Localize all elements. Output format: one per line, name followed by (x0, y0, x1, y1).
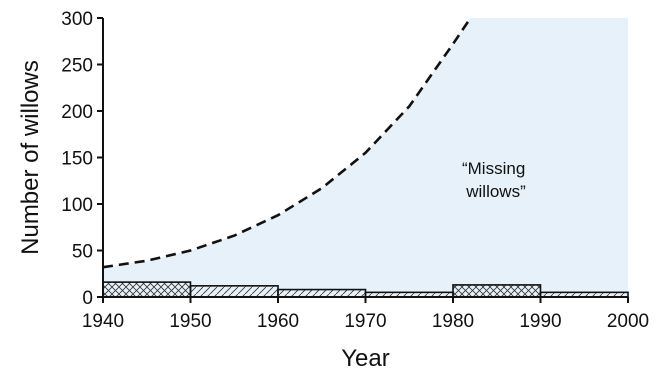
y-tick-label-100: 100 (61, 195, 93, 216)
y-tick-label-300: 300 (61, 9, 93, 30)
y-axis-label: Number of willows (17, 60, 44, 255)
annotation-line-2: willows” (465, 182, 526, 201)
y-tick-label-250: 250 (61, 56, 93, 77)
expected-willows-curve (102, 17, 472, 269)
y-tick-label-0: 0 (82, 288, 93, 309)
missing-willows-annotation: “Missing willows” (462, 159, 530, 201)
y-tick-label-50: 50 (72, 242, 93, 263)
bar-1940-1950 (102, 281, 192, 298)
bar-1980-1990 (452, 284, 542, 298)
y-tick-label-200: 200 (61, 102, 93, 123)
shaded-region (103, 18, 628, 297)
x-axis-label: Year (341, 345, 390, 372)
annotation-line-1: “Missing (462, 159, 525, 178)
y-axis-ticks: 0 50 100 150 200 250 300 (61, 9, 103, 309)
x-tick-label-1960: 1960 (257, 311, 299, 332)
bar-1960-1970 (277, 288, 367, 298)
x-tick-label-1950: 1950 (169, 311, 211, 332)
x-tick-label-2000: 2000 (607, 311, 649, 332)
missing-willows-area (103, 18, 628, 297)
x-tick-label-1980: 1980 (432, 311, 474, 332)
x-tick-label-1990: 1990 (519, 311, 561, 332)
bar-1950-1960 (189, 285, 279, 298)
y-tick-label-150: 150 (61, 149, 93, 170)
x-tick-label-1970: 1970 (344, 311, 386, 332)
x-axis-ticks: 1940 1950 1960 1970 1980 1990 2000 (82, 297, 649, 332)
x-tick-label-1940: 1940 (82, 311, 124, 332)
